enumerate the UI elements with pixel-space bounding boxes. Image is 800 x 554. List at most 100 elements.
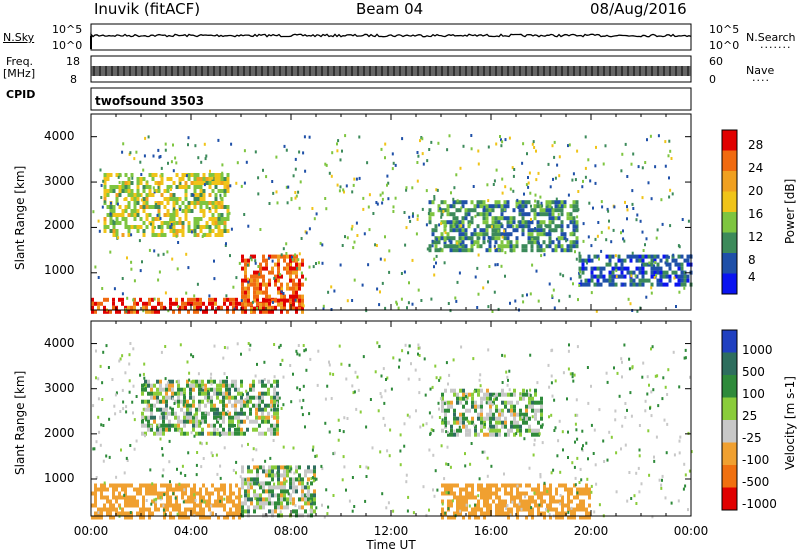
heat-cell-2 bbox=[211, 213, 215, 217]
heat-cell-3 bbox=[491, 236, 495, 241]
heat-cell-2 bbox=[172, 197, 176, 201]
heat-cell-2 bbox=[253, 481, 256, 486]
heat-cell-3 bbox=[564, 503, 567, 508]
heat-speck bbox=[605, 238, 608, 242]
heat-speck bbox=[275, 190, 278, 194]
heat-cell-4 bbox=[447, 432, 450, 437]
heat-cell-3 bbox=[447, 503, 450, 508]
heat-cell-3 bbox=[443, 244, 447, 249]
heat-cell-1 bbox=[201, 383, 204, 388]
heat-cell-4 bbox=[665, 282, 669, 287]
heat-cell-1 bbox=[150, 407, 153, 412]
heat-cell-2 bbox=[301, 477, 304, 482]
heat-speck bbox=[587, 158, 590, 162]
heat-cell-0 bbox=[130, 515, 133, 520]
heat-cell-0 bbox=[280, 305, 283, 310]
heat-cell-3 bbox=[452, 216, 456, 221]
heat-cell-1 bbox=[162, 407, 165, 412]
heat-speck bbox=[125, 456, 128, 460]
heat-cell-1 bbox=[207, 423, 210, 428]
heat-speck bbox=[175, 234, 178, 238]
heat-cell-4 bbox=[447, 404, 450, 409]
heat-cell-3 bbox=[500, 232, 504, 237]
heat-cell-2 bbox=[154, 233, 158, 237]
heat-cell-2 bbox=[175, 221, 179, 225]
heat-cell-1 bbox=[168, 419, 171, 424]
heat-cell-1 bbox=[243, 399, 246, 404]
heat-cell-0 bbox=[211, 483, 214, 488]
heat-cell-3 bbox=[443, 208, 447, 213]
heat-speck bbox=[654, 374, 657, 378]
heat-speck bbox=[133, 279, 136, 283]
heat-cell-3 bbox=[522, 491, 525, 496]
heat-cell-0 bbox=[223, 507, 226, 512]
heat-speck bbox=[554, 176, 557, 180]
heat-speck bbox=[100, 184, 103, 187]
heat-cell-3 bbox=[558, 515, 561, 520]
heat-cell-3 bbox=[500, 248, 504, 253]
heat-speck bbox=[308, 412, 311, 416]
heat-speck bbox=[225, 294, 228, 298]
heat-speck bbox=[95, 440, 98, 444]
heat-cell-3 bbox=[464, 208, 468, 213]
heat-cell-1 bbox=[150, 411, 153, 416]
heat-cell-0 bbox=[124, 503, 127, 508]
heat-cell-3 bbox=[558, 499, 561, 504]
heat-cell-3 bbox=[515, 200, 519, 205]
heat-speck bbox=[379, 193, 382, 197]
heat-speck bbox=[172, 143, 174, 147]
heat-cell-2 bbox=[223, 181, 227, 185]
heat-cell-0 bbox=[217, 305, 220, 310]
heat-cell-2 bbox=[208, 217, 212, 221]
heat-cell-2 bbox=[151, 229, 155, 233]
heat-speck bbox=[255, 448, 258, 452]
heat-cell-1 bbox=[183, 387, 186, 392]
heat-speck bbox=[326, 512, 329, 516]
heat-cell-0 bbox=[193, 499, 196, 504]
heat-cell-2 bbox=[184, 213, 188, 217]
heat-cell-3 bbox=[516, 491, 519, 496]
heat-speck bbox=[337, 418, 340, 422]
heat-cell-0 bbox=[193, 305, 196, 310]
heat-cell-2 bbox=[196, 201, 200, 205]
heat-cell-1 bbox=[213, 391, 216, 396]
heat-speck bbox=[195, 473, 198, 477]
heat-speck bbox=[486, 474, 489, 478]
heat-cell-4 bbox=[474, 404, 477, 409]
heat-cell-3 bbox=[465, 483, 468, 488]
heat-cell-1 bbox=[180, 407, 183, 412]
freq-unit-label: [MHz] bbox=[3, 67, 36, 80]
heat-cell-3 bbox=[567, 503, 570, 508]
heat-cell-0 bbox=[130, 499, 133, 504]
heat-cell-2 bbox=[175, 173, 179, 177]
heat-cell-1 bbox=[252, 387, 255, 392]
heat-speck bbox=[292, 446, 295, 450]
heat-speck bbox=[362, 355, 365, 359]
heat-speck bbox=[512, 174, 515, 178]
heat-speck bbox=[116, 202, 119, 206]
heat-cell-4 bbox=[507, 428, 510, 433]
heat-cell-1 bbox=[249, 387, 252, 392]
heat-speck bbox=[445, 424, 447, 428]
heat-speck bbox=[171, 257, 174, 261]
heat-speck bbox=[624, 443, 627, 447]
heat-speck bbox=[376, 202, 379, 206]
heat-cell-3 bbox=[557, 208, 561, 213]
heat-cell-0 bbox=[208, 507, 211, 512]
heat-cell-0 bbox=[91, 309, 94, 314]
heat-cell-1 bbox=[283, 298, 286, 303]
noise-right-tick-bottom: 10^0 bbox=[709, 39, 740, 52]
heat-cell-3 bbox=[476, 224, 480, 229]
power-ytick-1000: 1000 bbox=[44, 263, 75, 277]
heat-speck bbox=[298, 353, 301, 357]
heat-cell-3 bbox=[533, 216, 537, 221]
heat-cell-3 bbox=[512, 228, 516, 233]
heat-cell-4 bbox=[519, 396, 522, 401]
heat-cell-1 bbox=[265, 294, 268, 299]
heat-cell-1 bbox=[244, 266, 247, 271]
heat-speck bbox=[678, 439, 681, 443]
heat-speck bbox=[401, 137, 404, 141]
heat-cell-3 bbox=[539, 244, 543, 249]
heat-speck bbox=[628, 471, 631, 474]
heat-speck bbox=[294, 253, 297, 257]
